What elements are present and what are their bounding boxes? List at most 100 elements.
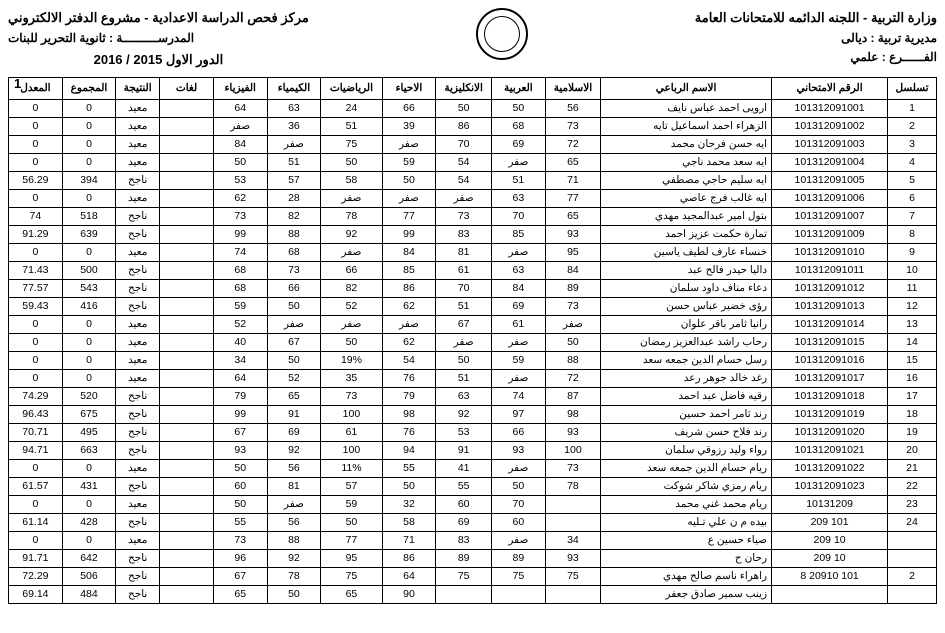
cell-name: ايه غالب فرج عاصي bbox=[601, 189, 772, 207]
cell-total: 642 bbox=[62, 549, 115, 567]
cell-biology: 54 bbox=[382, 351, 436, 369]
cell-languages bbox=[160, 495, 214, 513]
page-header: وزارة التربية - اللجنه الدائمه للامتحانا… bbox=[8, 8, 937, 71]
cell-average: 0 bbox=[9, 531, 63, 549]
cell-languages bbox=[160, 207, 214, 225]
cell-physics: 79 bbox=[213, 387, 267, 405]
cell-biology: 64 bbox=[382, 567, 436, 585]
cell-islamic: 65 bbox=[545, 207, 600, 225]
table-row: 1101312091001ارويى احمد عباس نايف5650506… bbox=[9, 99, 937, 117]
cell-chemistry: 50 bbox=[267, 297, 321, 315]
cell-total: 0 bbox=[62, 117, 115, 135]
cell-arabic: 74 bbox=[492, 387, 546, 405]
cell-languages bbox=[160, 153, 214, 171]
cell-seq: 3 bbox=[888, 135, 937, 153]
cell-exam: 10 209 bbox=[772, 549, 888, 567]
round-line: الدور الاول 2015 / 2016 bbox=[8, 50, 309, 71]
cell-islamic: 75 bbox=[545, 567, 600, 585]
cell-seq: 15 bbox=[888, 351, 937, 369]
cell-islamic: 87 bbox=[545, 387, 600, 405]
cell-exam: 101312091020 bbox=[772, 423, 888, 441]
cell-physics: 93 bbox=[213, 441, 267, 459]
cell-biology: 66 bbox=[382, 99, 436, 117]
cell-languages bbox=[160, 351, 214, 369]
table-row: 19101312091020رند فلاح حسن شريف936653766… bbox=[9, 423, 937, 441]
cell-name: تمارة حكمت عزيز احمد bbox=[601, 225, 772, 243]
directorate-value: ديالى bbox=[841, 31, 867, 45]
cell-result: معيد bbox=[116, 495, 160, 513]
cell-name: ايه سليم حاجي مصطفي bbox=[601, 171, 772, 189]
cell-seq: 6 bbox=[888, 189, 937, 207]
cell-average: 0 bbox=[9, 135, 63, 153]
cell-chemistry: 92 bbox=[267, 549, 321, 567]
cell-total: 484 bbox=[62, 585, 115, 603]
cell-exam: 101312091013 bbox=[772, 297, 888, 315]
cell-name: خنساء عارف لطيف ياسين bbox=[601, 243, 772, 261]
cell-exam: 101312091015 bbox=[772, 333, 888, 351]
cell-physics: 73 bbox=[213, 531, 267, 549]
table-row: 20101312091021رواء وليد رزوقي سلمان10093… bbox=[9, 441, 937, 459]
cell-total: 495 bbox=[62, 423, 115, 441]
col-islamic: الاسلامية bbox=[545, 77, 600, 99]
cell-physics: 64 bbox=[213, 369, 267, 387]
cell-name: رقيه فاضل عبد احمد bbox=[601, 387, 772, 405]
cell-chemistry: 92 bbox=[267, 441, 321, 459]
cell-biology: 77 bbox=[382, 207, 436, 225]
cell-arabic bbox=[492, 585, 546, 603]
cell-average: 0 bbox=[9, 351, 63, 369]
header-center-block bbox=[476, 8, 528, 60]
cell-english: 53 bbox=[436, 423, 492, 441]
cell-chemistry: صفر bbox=[267, 135, 321, 153]
cell-seq: 9 bbox=[888, 243, 937, 261]
table-row: 10 209صياء حسين ع34صفر8371778873معيد00 bbox=[9, 531, 937, 549]
directorate-line: مديرية تربية : ديالى bbox=[695, 29, 937, 48]
cell-islamic: 95 bbox=[545, 243, 600, 261]
branch-value: علمي bbox=[850, 50, 878, 64]
cell-physics: 96 bbox=[213, 549, 267, 567]
cell-languages bbox=[160, 279, 214, 297]
cell-biology: 62 bbox=[382, 297, 436, 315]
cell-total: 0 bbox=[62, 531, 115, 549]
cell-physics: 52 bbox=[213, 315, 267, 333]
cell-biology: 50 bbox=[382, 477, 436, 495]
cell-chemistry: 65 bbox=[267, 387, 321, 405]
cell-exam: 101312091003 bbox=[772, 135, 888, 153]
cell-name: دعاء مناف داود سلمان bbox=[601, 279, 772, 297]
cell-chemistry: 50 bbox=[267, 351, 321, 369]
directorate-label: مديرية تربية : bbox=[871, 31, 937, 45]
cell-arabic: 66 bbox=[492, 423, 546, 441]
cell-result: معيد bbox=[116, 333, 160, 351]
table-row: 2101312091002الزهراء احمد اسماعيل تايه73… bbox=[9, 117, 937, 135]
cell-average: 71.43 bbox=[9, 261, 63, 279]
cell-result: معيد bbox=[116, 315, 160, 333]
cell-total: 543 bbox=[62, 279, 115, 297]
cell-math: 35 bbox=[321, 369, 382, 387]
cell-seq: 5 bbox=[888, 171, 937, 189]
table-row: 24101 209بيده م ن علي تـليه606958505655ن… bbox=[9, 513, 937, 531]
table-header-row: تسلسل الرقم الامتحاني الاسم الرباعي الاس… bbox=[9, 77, 937, 99]
cell-islamic bbox=[545, 513, 600, 531]
cell-math: 82 bbox=[321, 279, 382, 297]
cell-languages bbox=[160, 549, 214, 567]
cell-average: 59.43 bbox=[9, 297, 63, 315]
cell-biology: 32 bbox=[382, 495, 436, 513]
cell-islamic: 65 bbox=[545, 153, 600, 171]
cell-result: ناجح bbox=[116, 387, 160, 405]
cell-math: 75 bbox=[321, 135, 382, 153]
cell-biology: 99 bbox=[382, 225, 436, 243]
col-english: الانكليزية bbox=[436, 77, 492, 99]
cell-result: ناجح bbox=[116, 207, 160, 225]
cell-chemistry: 56 bbox=[267, 513, 321, 531]
table-row: 13101312091014رانيا ثامر باقر علوانصفر61… bbox=[9, 315, 937, 333]
cell-exam: 10 209 bbox=[772, 531, 888, 549]
cell-average: 0 bbox=[9, 117, 63, 135]
cell-arabic: 50 bbox=[492, 99, 546, 117]
cell-chemistry: 28 bbox=[267, 189, 321, 207]
cell-result: معيد bbox=[116, 351, 160, 369]
cell-chemistry: 88 bbox=[267, 225, 321, 243]
cell-average: 0 bbox=[9, 333, 63, 351]
cell-seq: 2 bbox=[888, 567, 937, 585]
cell-seq bbox=[888, 531, 937, 549]
cell-languages bbox=[160, 189, 214, 207]
cell-arabic: 51 bbox=[492, 171, 546, 189]
